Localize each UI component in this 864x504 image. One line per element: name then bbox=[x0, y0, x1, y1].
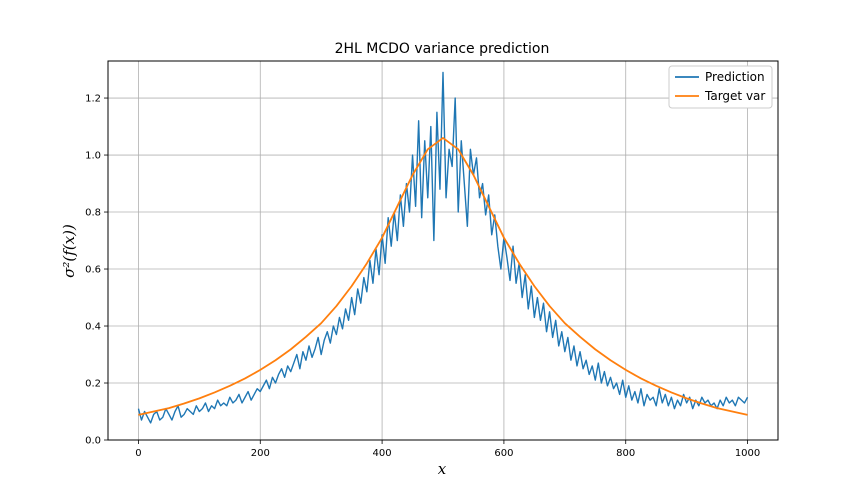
x-tick-label-0: 0 bbox=[135, 448, 141, 459]
x-axis-ticks: 0 200 400 600 800 1000 bbox=[135, 440, 760, 459]
legend-label-prediction: Prediction bbox=[705, 70, 765, 84]
y-axis-ticks: 0.0 0.2 0.4 0.6 0.8 1.0 1.2 bbox=[85, 94, 108, 447]
x-tick-label-3: 600 bbox=[494, 448, 513, 459]
legend: Prediction Target var bbox=[668, 65, 773, 109]
x-axis-label: x bbox=[438, 460, 447, 478]
y-tick-label-5: 1.0 bbox=[85, 151, 101, 162]
y-tick-label-2: 0.4 bbox=[85, 322, 101, 333]
y-tick-label-1: 0.2 bbox=[85, 379, 101, 390]
chart-title: 2HL MCDO variance prediction bbox=[335, 41, 550, 57]
plot-frame bbox=[107, 60, 779, 441]
grid bbox=[108, 61, 778, 441]
series-line-prediction bbox=[137, 71, 749, 424]
y-axis-label: σ²(f(x)) bbox=[60, 224, 78, 278]
x-tick-label-1: 200 bbox=[251, 448, 270, 459]
legend-label-target-var: Target var bbox=[704, 89, 765, 103]
series-layer bbox=[137, 71, 749, 424]
x-tick-label-2: 400 bbox=[373, 448, 392, 459]
x-tick-label-4: 800 bbox=[616, 448, 635, 459]
y-tick-label-0: 0.0 bbox=[85, 436, 101, 447]
y-tick-label-6: 1.2 bbox=[85, 94, 101, 105]
x-tick-label-5: 1000 bbox=[735, 448, 760, 459]
y-tick-label-3: 0.6 bbox=[85, 265, 101, 276]
y-tick-label-4: 0.8 bbox=[85, 208, 101, 219]
series-line-target-var bbox=[138, 137, 748, 416]
